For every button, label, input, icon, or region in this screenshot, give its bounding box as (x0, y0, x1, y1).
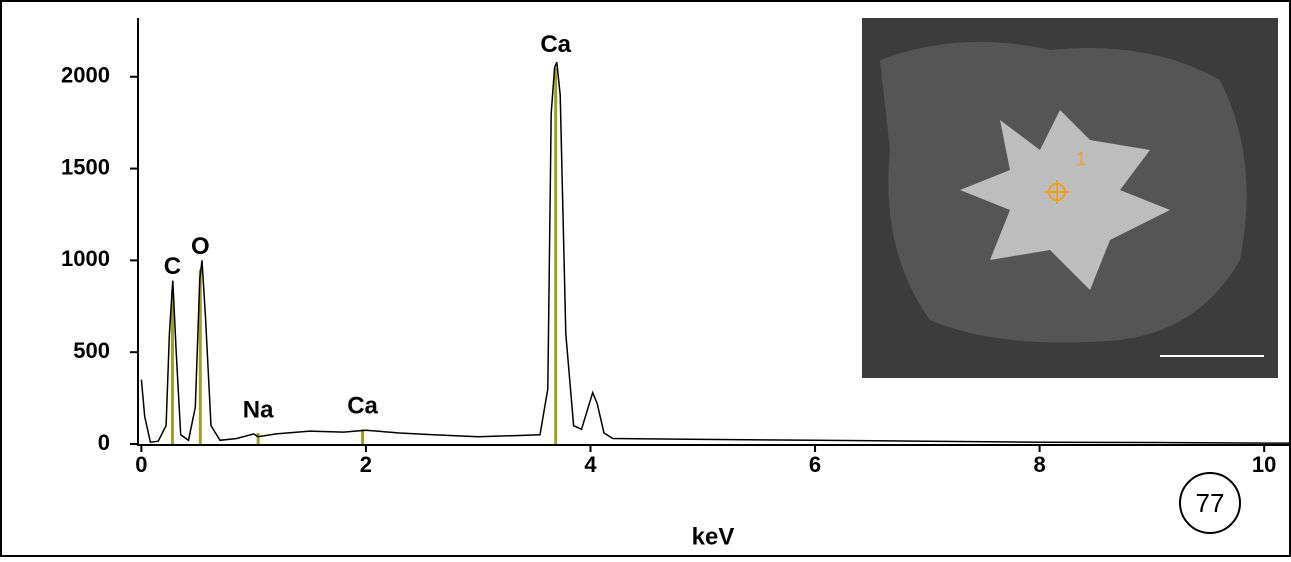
sem-inset: 1 (862, 18, 1278, 378)
y-tick-label: 1000 (61, 246, 110, 271)
x-tick-label: 6 (809, 452, 821, 477)
badge-circle (1179, 472, 1241, 534)
element-label: O (191, 233, 210, 260)
element-label: C (164, 253, 181, 280)
x-tick-label: 0 (135, 452, 147, 477)
x-tick-label: 2 (360, 452, 372, 477)
x-tick-label: 10 (1252, 452, 1276, 477)
inset-label: 1 (1076, 149, 1086, 169)
element-label: Ca (347, 393, 378, 420)
element-label: Na (243, 396, 274, 423)
element-label: Ca (540, 31, 571, 58)
spectrum-line (140, 61, 1290, 444)
x-tick-label: 4 (584, 452, 597, 477)
x-tick-label: 8 (1033, 452, 1045, 477)
y-tick-label: 1500 (61, 154, 110, 179)
inset-crystal (960, 110, 1170, 290)
y-tick-label: 2000 (61, 63, 110, 88)
badge: 77 (1196, 488, 1225, 518)
y-tick-label: 0 (98, 430, 110, 455)
y-tick-label: 500 (73, 338, 110, 363)
x-axis-label: keV (692, 523, 735, 550)
